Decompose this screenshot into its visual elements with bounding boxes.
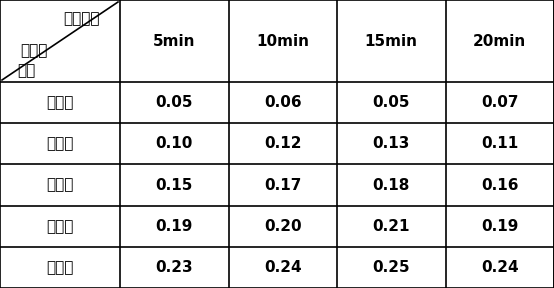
Text: 0.24: 0.24 [481,260,519,275]
Text: 0.19: 0.19 [156,219,193,234]
Text: 第四组: 第四组 [47,219,74,234]
Text: 0.13: 0.13 [372,136,410,151]
Text: 0.19: 0.19 [481,219,519,234]
Text: 运行时间: 运行时间 [63,11,100,26]
Text: 15min: 15min [365,33,418,48]
Text: 0.17: 0.17 [264,177,301,192]
Text: 0.12: 0.12 [264,136,301,151]
Text: 第二组: 第二组 [47,136,74,151]
Text: 0.05: 0.05 [372,95,410,110]
Text: 0.21: 0.21 [372,219,410,234]
Text: 0.16: 0.16 [481,177,519,192]
Text: 0.05: 0.05 [156,95,193,110]
Text: 10min: 10min [257,33,309,48]
Text: 0.11: 0.11 [481,136,519,151]
Text: 0.07: 0.07 [481,95,519,110]
Text: 0.23: 0.23 [156,260,193,275]
Text: 0.24: 0.24 [264,260,301,275]
Text: 0.06: 0.06 [264,95,301,110]
Text: 第一组: 第一组 [47,95,74,110]
Text: 0.15: 0.15 [156,177,193,192]
Text: 干物质: 干物质 [20,43,47,58]
Text: 0.20: 0.20 [264,219,301,234]
Text: 第三组: 第三组 [47,177,74,192]
Text: 第五组: 第五组 [47,260,74,275]
Text: 含量: 含量 [17,63,35,78]
Text: 0.18: 0.18 [372,177,410,192]
Text: 0.25: 0.25 [372,260,410,275]
Text: 5min: 5min [153,33,196,48]
Text: 0.10: 0.10 [156,136,193,151]
Text: 20min: 20min [473,33,526,48]
